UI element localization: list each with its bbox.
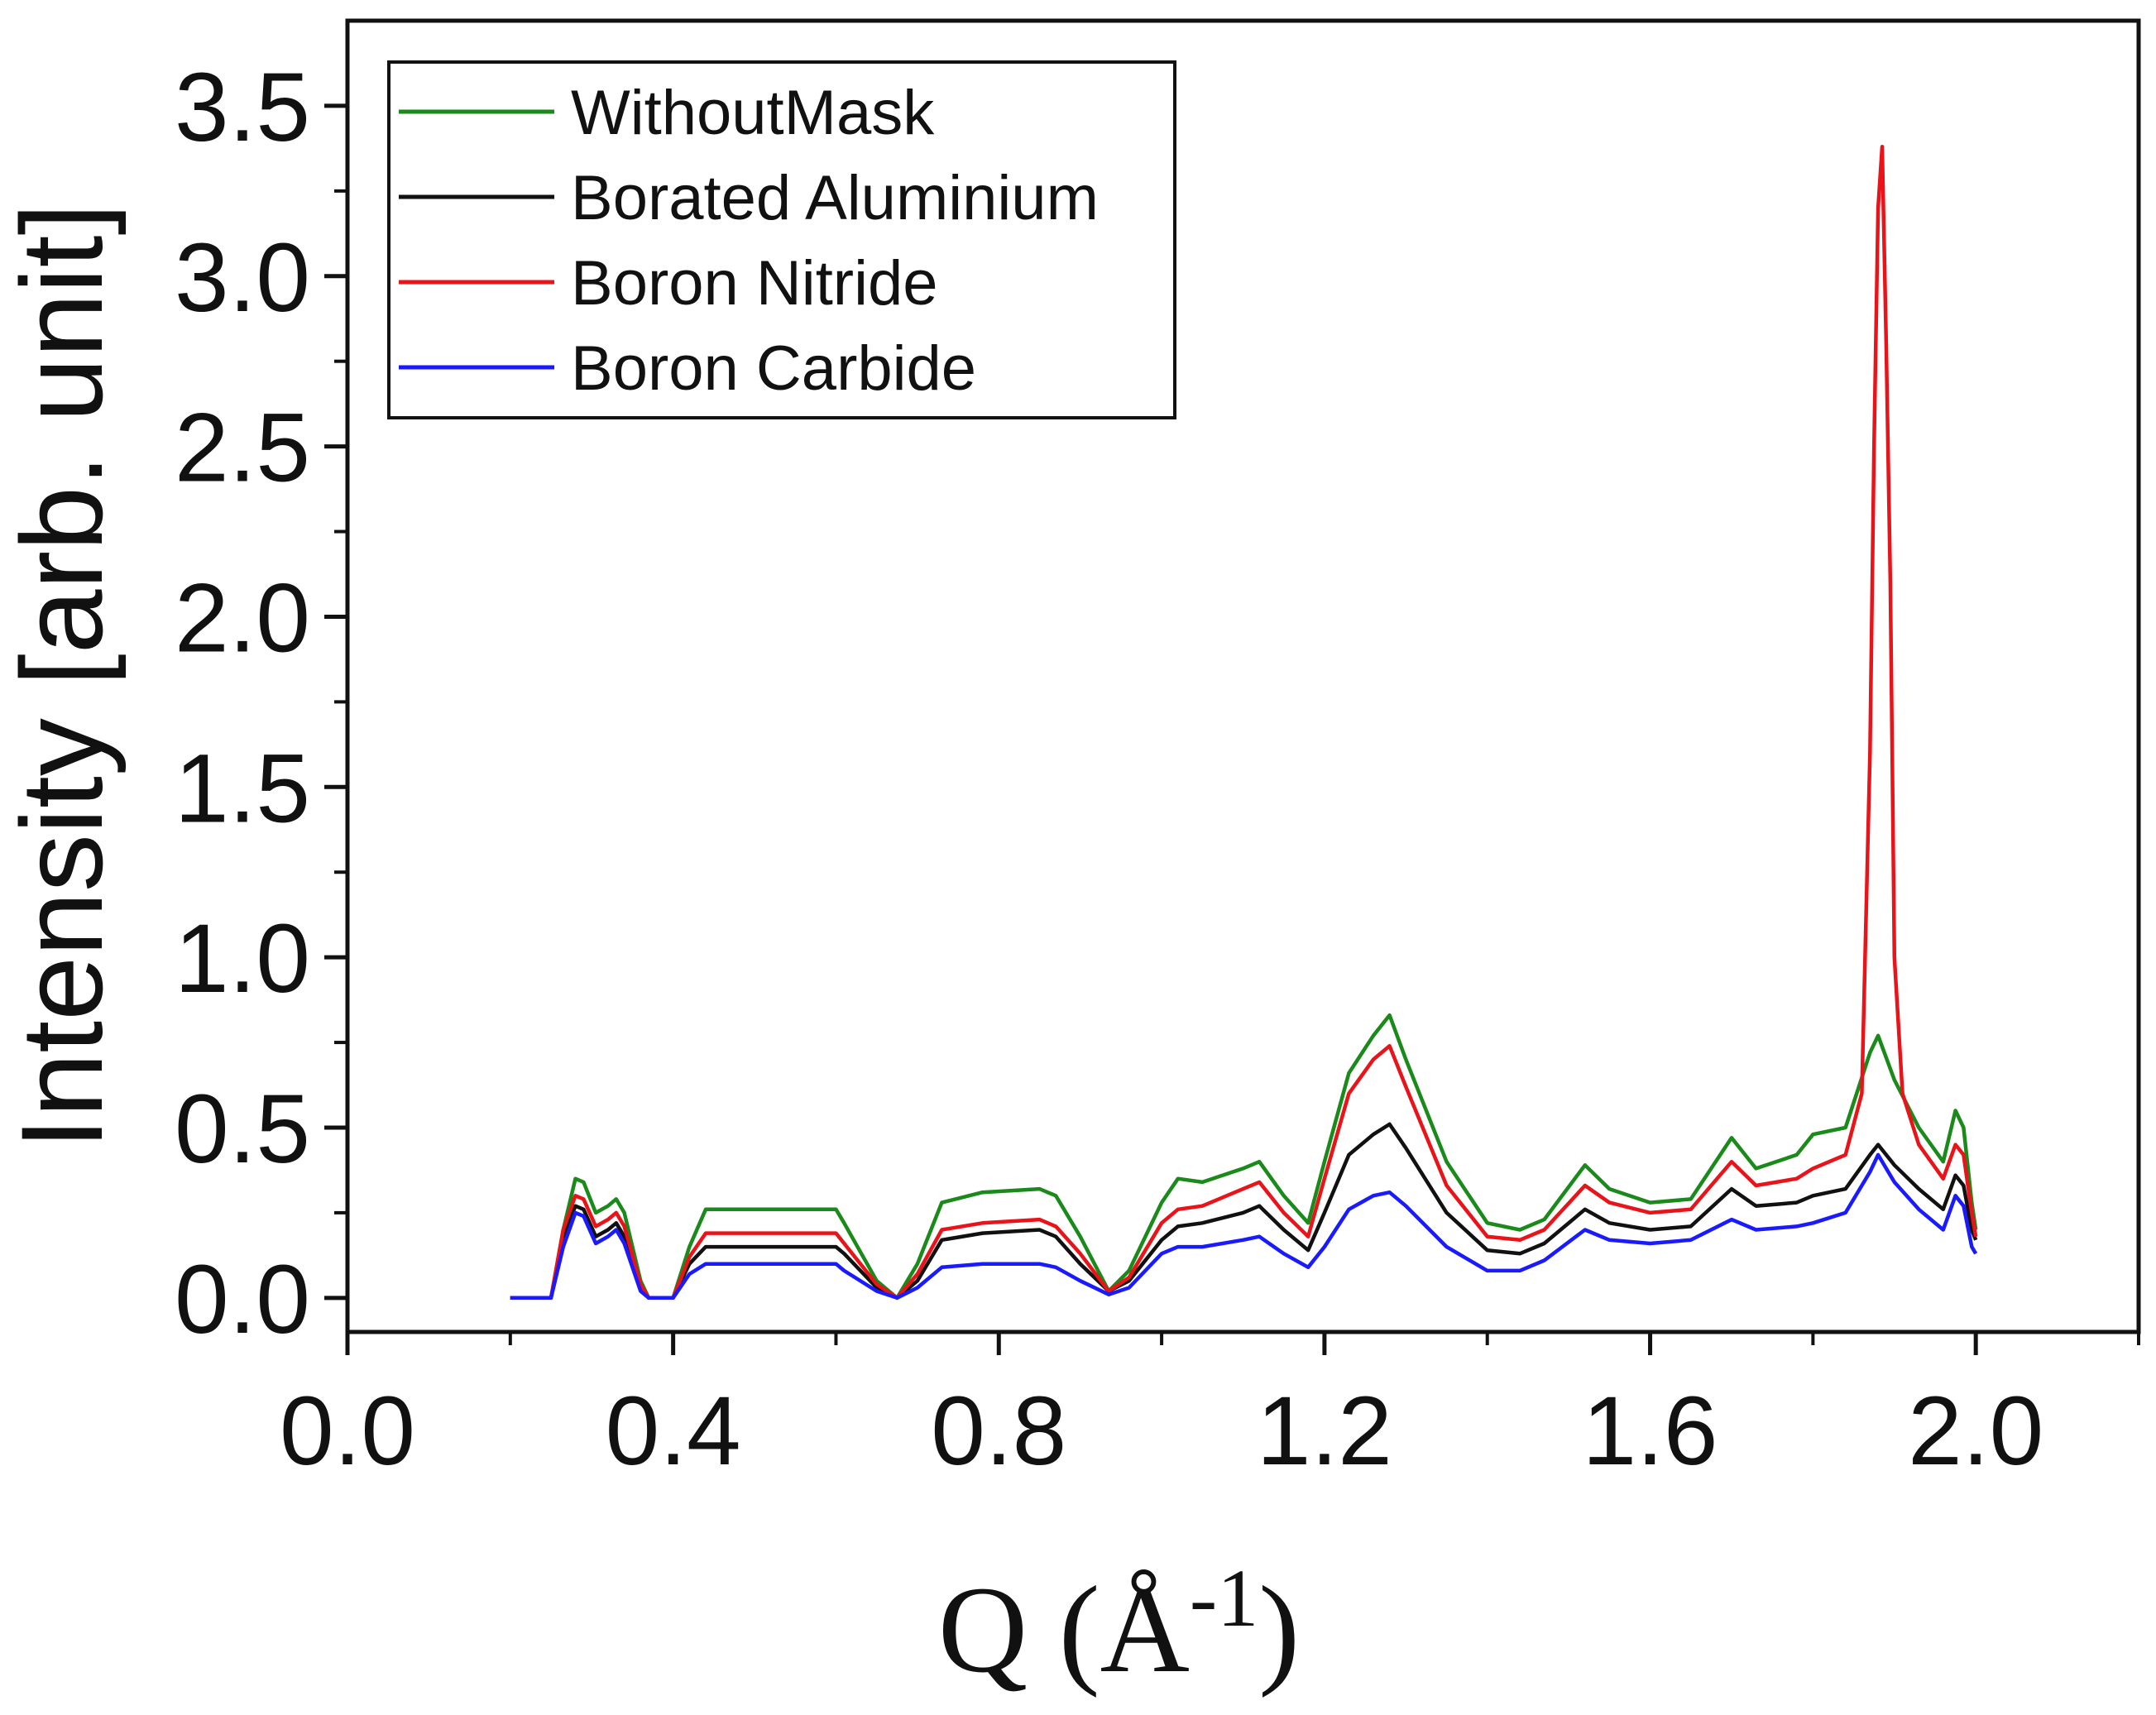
y-tick-label: 0.5 xyxy=(175,1075,310,1184)
y-tick-label: 0.0 xyxy=(175,1245,310,1354)
y-tick-label: 3.5 xyxy=(175,53,310,162)
legend-label: WithoutMask xyxy=(571,78,935,148)
legend: WithoutMask Borated Aluminium Boron Nitrid… xyxy=(387,60,1176,419)
tick-labels-layer: 0.0 0.4 0.8 1.2 1.6 2.0 0.0 0.5 1.0 1.5 2.0 2.5 3.0 3… xyxy=(175,53,2043,1486)
y-tick-label: 1.5 xyxy=(175,734,310,843)
y-axis-title: Intensity [arb. unit] xyxy=(0,204,127,1150)
y-tick-label: 1.0 xyxy=(175,904,310,1013)
x-tick-label: 0.8 xyxy=(931,1377,1066,1486)
y-tick-label: 2.5 xyxy=(175,394,310,503)
x-tick-label: 1.2 xyxy=(1257,1377,1392,1486)
y-tick-label: 3.0 xyxy=(175,223,310,333)
series-line-boron-carbide xyxy=(510,1152,1978,1301)
x-tick-label: 1.6 xyxy=(1583,1377,1718,1486)
legend-label: Borated Aluminium xyxy=(571,163,1099,233)
x-axis-title-superscript: -1 xyxy=(1190,1552,1258,1644)
legend-label: Boron Carbide xyxy=(571,333,976,404)
x-tick-label: 0.0 xyxy=(280,1377,415,1486)
ticks-layer xyxy=(324,103,2140,1355)
series-layer xyxy=(510,145,1978,1301)
legend-label: Boron Nitride xyxy=(571,248,938,319)
x-axis-title: Q (Å-1) xyxy=(938,1552,1300,1698)
plot-frame xyxy=(345,18,2141,1334)
x-tick-label: 2.0 xyxy=(1908,1377,2043,1486)
x-axis-title-close: ) xyxy=(1258,1561,1300,1698)
legend-box xyxy=(387,60,1176,419)
x-axis-title-main: Q (Å xyxy=(938,1561,1190,1698)
x-tick-label: 0.4 xyxy=(606,1377,741,1486)
y-tick-label: 2.0 xyxy=(175,563,310,673)
